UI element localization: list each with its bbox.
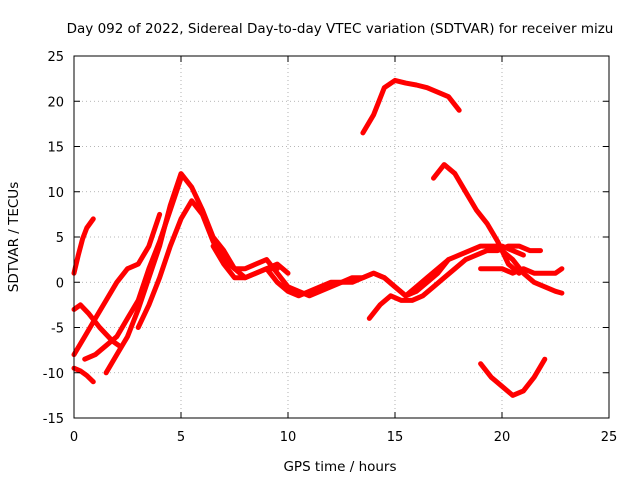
- series-arc-11: [360, 77, 462, 136]
- y-tick-label: 0: [56, 276, 64, 291]
- y-tick-label: -10: [43, 367, 64, 382]
- y-tick-label: 5: [56, 231, 64, 246]
- grid: [74, 56, 609, 418]
- series-arc-15: [499, 248, 565, 296]
- x-tick-label: 25: [601, 430, 618, 445]
- x-tick-label: 5: [177, 430, 185, 445]
- series-arc-10: [366, 243, 543, 321]
- x-tick-label: 15: [387, 430, 404, 445]
- x-tick-label: 10: [280, 430, 297, 445]
- series-arc-3: [71, 365, 96, 385]
- series-layer: [71, 77, 565, 398]
- y-tick-label: 20: [47, 95, 64, 110]
- series-arc-13: [478, 356, 548, 398]
- series-arc-7: [135, 198, 451, 330]
- y-tick-label: 25: [47, 50, 64, 65]
- chart-title: Day 092 of 2022, Sidereal Day-to-day VTE…: [67, 21, 614, 37]
- y-tick-label: -5: [51, 322, 64, 337]
- y-tick-label: 15: [47, 141, 64, 156]
- axis-ticks: 0 5 10 15 20 25 -15 -10 -5 0 5 10 15 20 25: [43, 50, 618, 445]
- series-arc-1: [71, 216, 96, 276]
- series-arc-12: [431, 162, 522, 276]
- x-tick-label: 0: [70, 430, 78, 445]
- y-tick-label: -15: [43, 412, 64, 427]
- x-axis-label: GPS time / hours: [283, 459, 396, 475]
- series-arc-14: [478, 266, 565, 276]
- series-arc-8: [210, 243, 291, 281]
- series-arc-4: [71, 211, 163, 358]
- x-tick-label: 20: [494, 430, 511, 445]
- y-axis-label: SDTVAR / TECUs: [6, 182, 22, 292]
- series-arc-9: [264, 243, 526, 299]
- y-tick-label: 10: [47, 186, 64, 201]
